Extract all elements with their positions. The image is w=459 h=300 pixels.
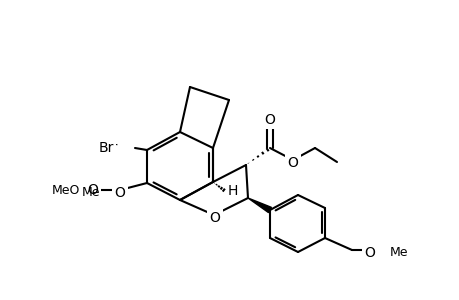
Polygon shape xyxy=(247,198,271,213)
Text: Me: Me xyxy=(81,187,100,200)
Text: MeO: MeO xyxy=(51,184,80,196)
Text: O: O xyxy=(287,156,298,170)
Text: Br: Br xyxy=(98,141,114,155)
Text: O: O xyxy=(264,113,275,127)
Text: Br: Br xyxy=(102,141,118,155)
Text: O: O xyxy=(114,186,125,200)
Text: Me: Me xyxy=(389,247,408,260)
Text: O: O xyxy=(209,211,220,225)
Text: O: O xyxy=(87,183,98,197)
Text: O: O xyxy=(364,246,375,260)
Text: H: H xyxy=(228,184,238,198)
